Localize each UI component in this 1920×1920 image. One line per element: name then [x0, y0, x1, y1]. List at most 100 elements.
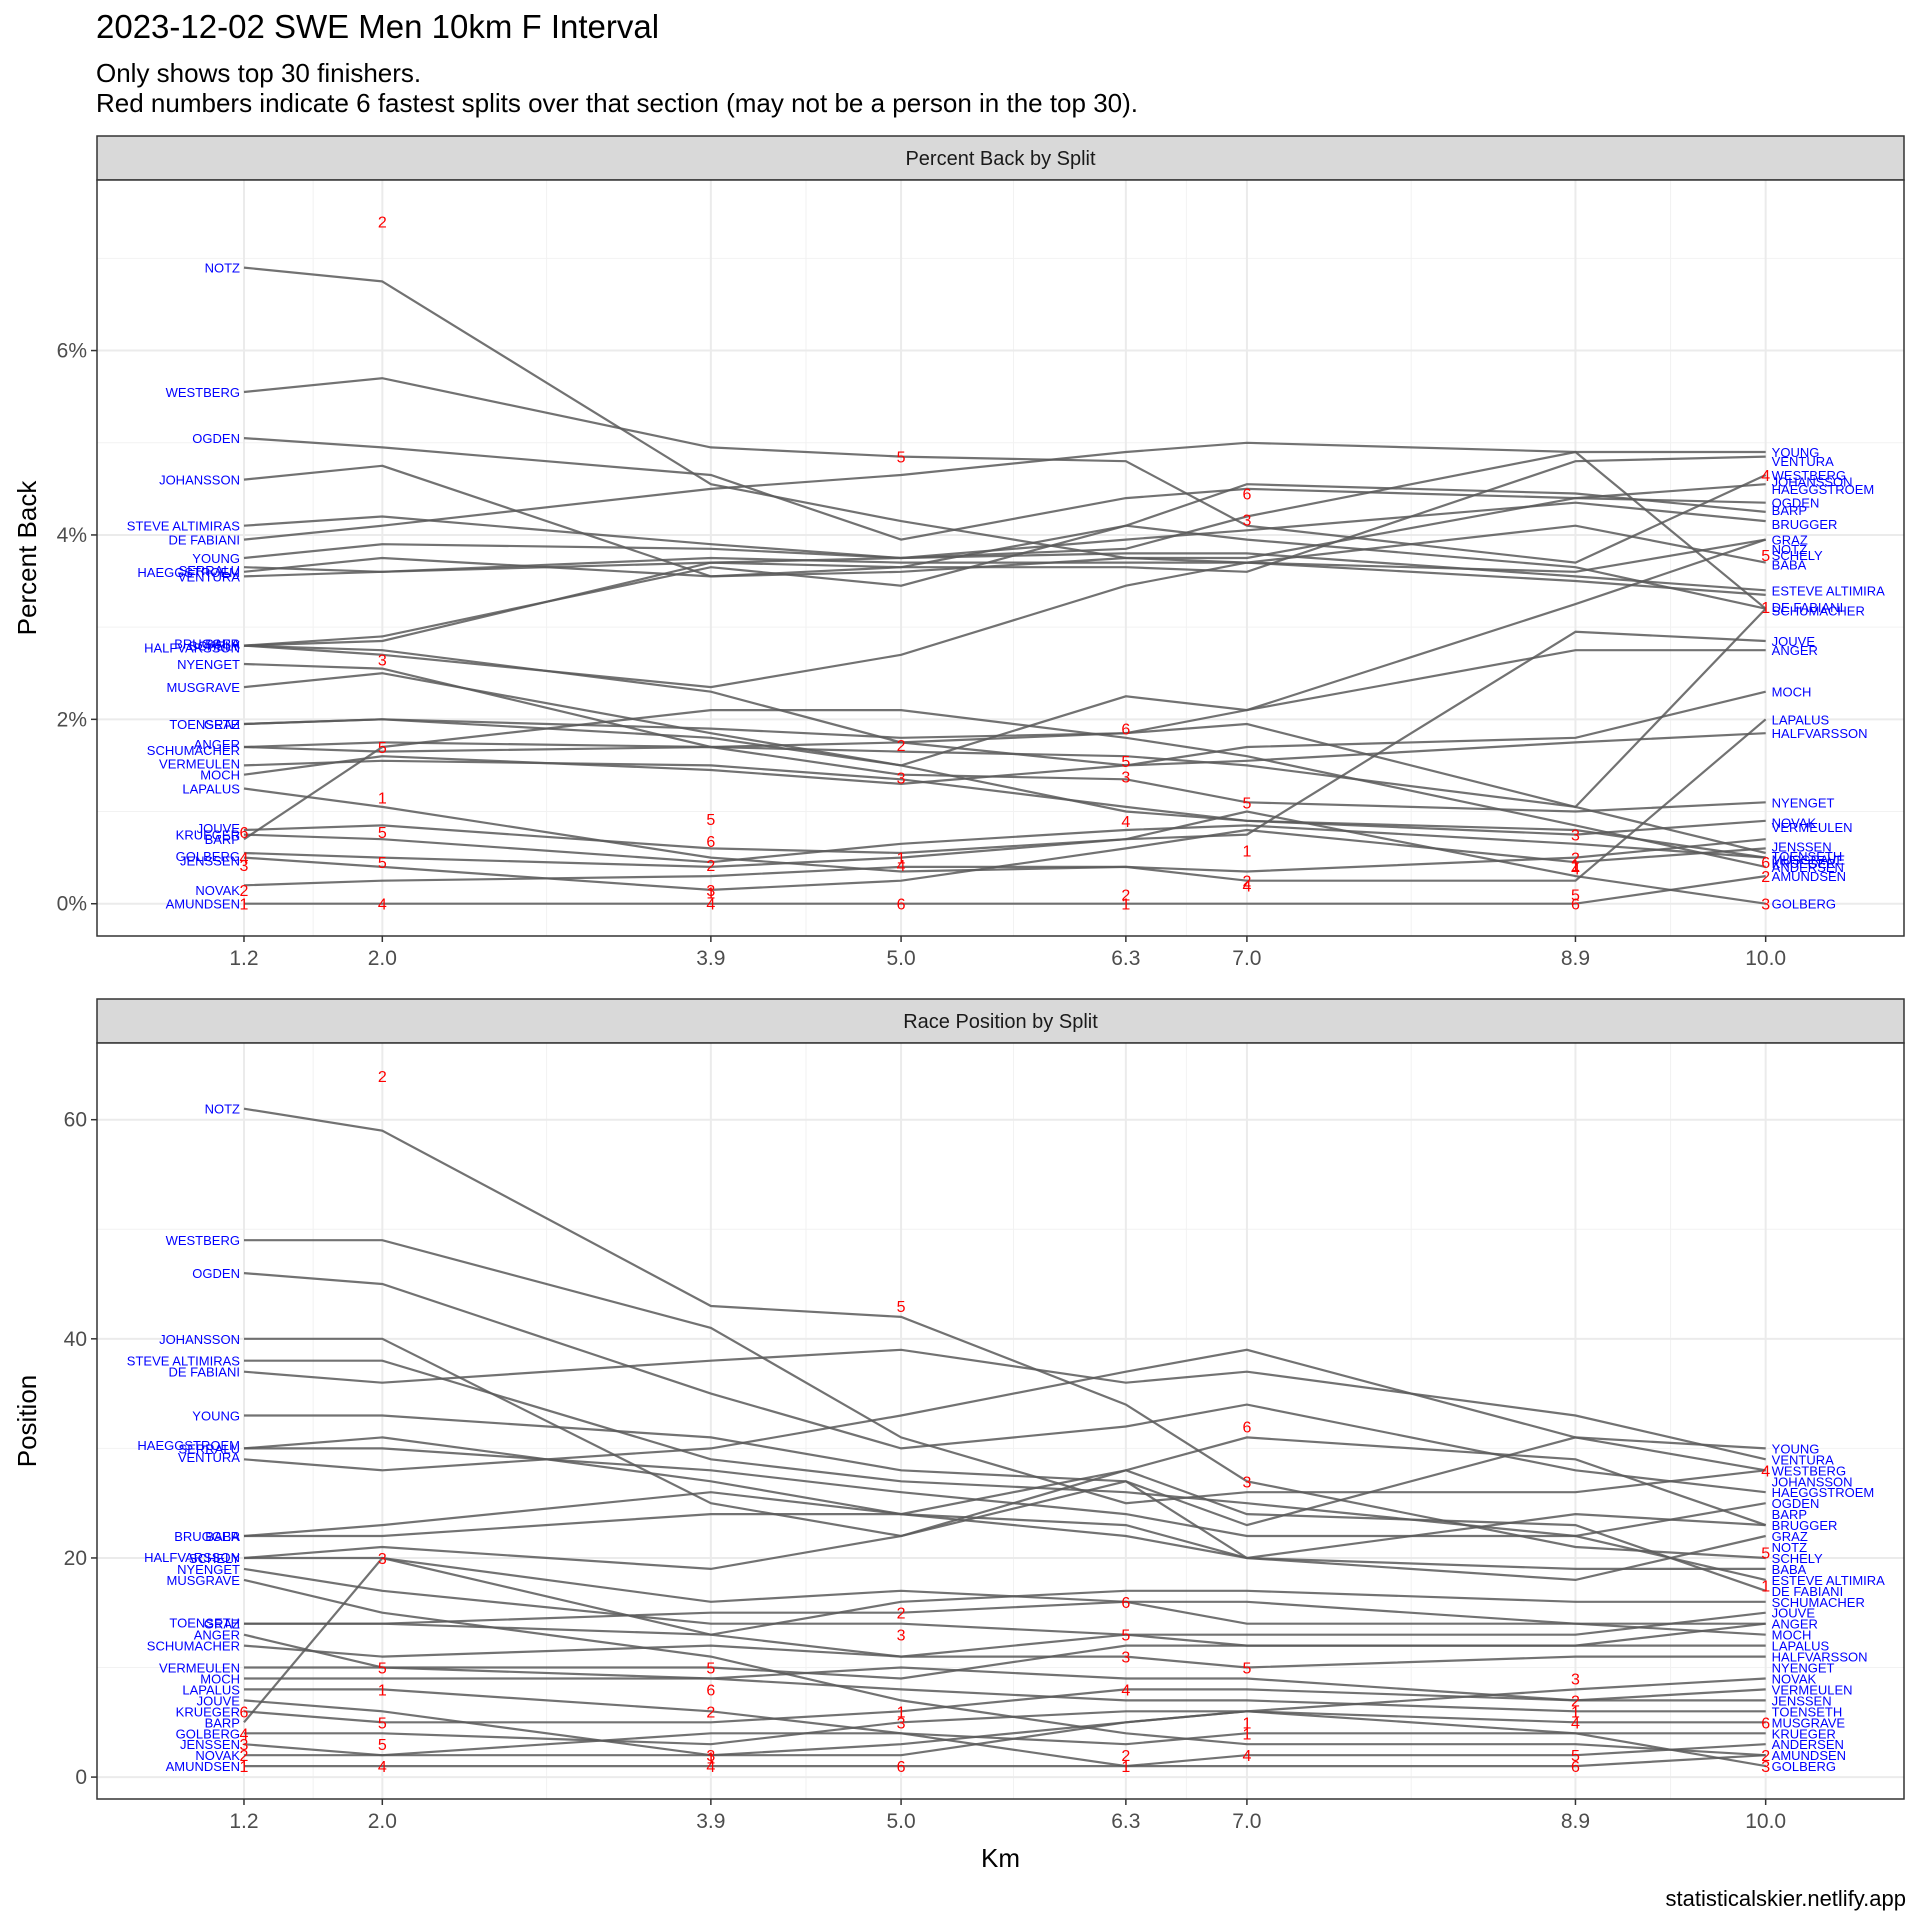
- split-rank-label: 4: [706, 897, 715, 914]
- finish-name-label: ANGER: [1772, 1617, 1818, 1632]
- split-rank-label: 4: [1242, 878, 1251, 895]
- split-rank-label: 3: [1121, 1650, 1130, 1667]
- finish-name-label: NOTZ: [1772, 542, 1807, 557]
- finish-name-label: GRAZ: [1772, 1529, 1808, 1544]
- chart-subtitle-line-1: Only shows top 30 finishers.: [96, 58, 422, 88]
- start-name-label: JOHANSSON: [159, 1332, 240, 1347]
- split-rank-label: 3: [1242, 512, 1251, 529]
- x-axis-title: Km: [981, 1843, 1020, 1873]
- start-name-label: BABA: [205, 637, 240, 652]
- split-rank-label: 6: [1242, 486, 1251, 503]
- split-rank-label: 2: [1761, 869, 1770, 886]
- panel-2: Race Position by Split NOTZ WESTBERG OGDEN J…: [12, 998, 1905, 1873]
- x-axis: 1.2 2.0 3.9 5.0 6.3 7.0 8.9 10.0 Km: [229, 1799, 1786, 1873]
- series-lines: [243, 1107, 1767, 1768]
- series-line-notz: [243, 266, 1766, 573]
- start-name-label: SERRALU: [179, 563, 240, 578]
- finish-name-label: JENSSEN: [1772, 840, 1832, 855]
- start-name-label: JENSSEN: [180, 1737, 240, 1752]
- split-rank-label: 6: [897, 897, 906, 914]
- series-line-brugger: [243, 501, 1766, 647]
- panel-title: Race Position by Split: [903, 1011, 1098, 1033]
- start-name-label: DE FABIANI: [168, 1365, 240, 1380]
- split-rank-label: 5: [1761, 1545, 1770, 1562]
- finish-name-label: SCHUMACHER: [1772, 1595, 1865, 1610]
- chart-subtitle-line-2: Red numbers indicate 6 fastest splits ov…: [96, 88, 1139, 118]
- split-rank-label: 5: [706, 1661, 715, 1678]
- finish-name-label: MUSGRAVE: [1772, 852, 1846, 867]
- split-rank-label: 1: [1761, 1578, 1770, 1595]
- split-rank-label: 2: [378, 214, 387, 231]
- x-tick-label: 3.9: [696, 947, 725, 970]
- split-rank-label: 4: [1121, 814, 1130, 831]
- start-name-label: NYENGET: [177, 657, 240, 672]
- panel-strip: [96, 135, 1905, 181]
- start-name-label: STEVE ALTIMIRAS: [127, 1354, 241, 1369]
- finish-name-label: JOHANSSON: [1772, 474, 1853, 489]
- start-name-label: ANGER: [194, 737, 240, 752]
- x-axis: 1.2 2.0 3.9 5.0 6.3 7.0 8.9 10.0: [229, 936, 1786, 970]
- start-name-label: YOUNG: [192, 551, 240, 566]
- finish-name-label: HALFVARSSON: [1772, 726, 1868, 741]
- finish-name-label: BARP: [1772, 1507, 1807, 1522]
- split-rank-label: 6: [897, 1759, 906, 1776]
- split-rank-label: 1: [378, 791, 387, 808]
- x-tick-label: 6.3: [1111, 947, 1140, 970]
- y-tick-label: 4%: [57, 524, 87, 547]
- x-tick-label: 7.0: [1232, 1810, 1261, 1833]
- split-rank-label: 6: [706, 834, 715, 851]
- left-name-labels: NOTZ WESTBERG OGDEN JOHANSSON STEVE ALTIMIRA…: [127, 1102, 241, 1774]
- series-line-amundsen: [244, 875, 1766, 905]
- start-name-label: GOLBERG: [176, 1726, 240, 1741]
- start-name-label: HALFVARSSON: [144, 1550, 240, 1565]
- split-rank-label: 5: [706, 812, 715, 829]
- series-line-ventura: [243, 455, 1766, 578]
- split-rank-label: 3: [1571, 1671, 1580, 1688]
- finish-name-label: GRAZ: [1772, 533, 1808, 548]
- split-rank-label: 3: [897, 1628, 906, 1645]
- split-rank-label: 5: [1242, 1661, 1251, 1678]
- start-name-label: JOUVE: [197, 821, 241, 836]
- start-name-label: KRUEGER: [176, 1704, 240, 1719]
- finish-name-label: NOVAK: [1772, 1671, 1817, 1686]
- split-rank-label: 1: [240, 897, 249, 914]
- split-rank-label: 4: [1242, 1748, 1251, 1765]
- finish-name-label: WESTBERG: [1772, 468, 1846, 483]
- finish-name-label: BRUGGER: [1772, 1518, 1838, 1533]
- split-rank-label: 2: [378, 1069, 387, 1086]
- y-tick-label: 0: [75, 1766, 87, 1789]
- split-rank-label: 1: [1242, 1726, 1251, 1743]
- series-line-young: [244, 1414, 1766, 1527]
- split-rank-label: 1: [1121, 1759, 1130, 1776]
- finish-name-label: TOENSETH: [1772, 1704, 1843, 1719]
- gridlines: [97, 1043, 1904, 1799]
- y-tick-label: 20: [64, 1547, 87, 1570]
- split-rank-label: 3: [1571, 828, 1580, 845]
- split-rank-label: 6: [1242, 1419, 1251, 1436]
- start-name-label: NOVAK: [195, 883, 240, 898]
- split-rank-label: 4: [1571, 1715, 1580, 1732]
- split-rank-label: 2: [1571, 851, 1580, 868]
- series-line-graz: [243, 538, 1767, 767]
- finish-name-label: ANDERSEN: [1772, 860, 1844, 875]
- fastest-split-ranks: 2351554643215623145231366534216351143214…: [240, 1069, 1771, 1776]
- start-name-label: VENTURA: [178, 1450, 240, 1465]
- split-rank-label: 3: [1761, 897, 1770, 914]
- finish-name-label: JOHANSSON: [1772, 1474, 1853, 1489]
- series-line-westberg: [244, 1239, 1766, 1505]
- series-line-krueger: [243, 824, 1766, 864]
- finish-name-label: JOUVE: [1772, 1606, 1816, 1621]
- split-rank-label: 3: [1761, 1759, 1770, 1776]
- split-rank-label: 4: [1761, 468, 1770, 485]
- finish-name-label: KRUEGER: [1772, 1726, 1836, 1741]
- split-rank-label: 1: [897, 1704, 906, 1721]
- start-name-label: ANGER: [194, 1628, 240, 1643]
- split-rank-label: 5: [1242, 795, 1251, 812]
- series-line-halfvarsson: [244, 1556, 1766, 1669]
- series-line-de-fabiani: [243, 1348, 1766, 1461]
- finish-name-label: NOTZ: [1772, 1540, 1807, 1555]
- y-axis-title: Position: [12, 1375, 42, 1468]
- finish-name-label: OGDEN: [1772, 1496, 1820, 1511]
- series-line-ogden: [243, 437, 1766, 541]
- finish-name-label: DE FABIANI: [1772, 600, 1844, 615]
